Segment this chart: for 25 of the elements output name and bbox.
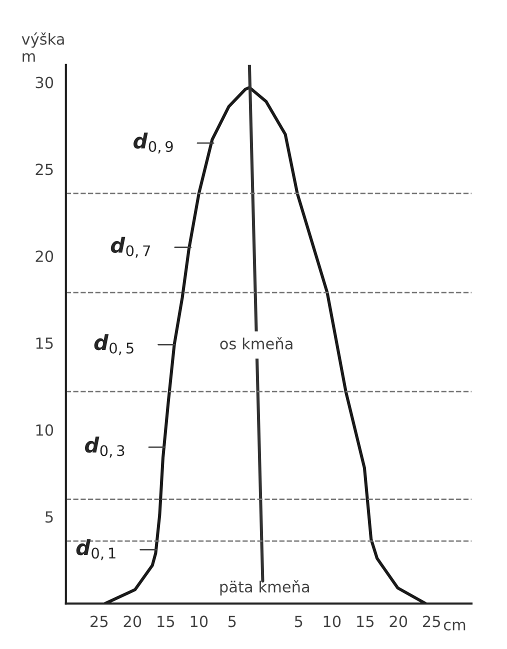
x-tick-label: 20: [124, 616, 142, 628]
annotation: d$_{0,3}$: [84, 436, 124, 458]
x-tick-label: 10: [324, 616, 341, 628]
annotation: d$_{0,9}$: [133, 132, 173, 154]
y-tick-label: 10: [36, 424, 54, 436]
y-tick-label: 15: [36, 338, 53, 349]
y-tick-label: 5: [46, 511, 53, 523]
x-tick-label: 20: [390, 616, 408, 628]
y-tick-label: 20: [36, 250, 54, 262]
annotation: os kmeňa: [220, 337, 292, 350]
annotation: d$_{0,5}$: [94, 334, 134, 356]
x-axis-title: cm: [444, 622, 466, 630]
x-tick-label: 15: [357, 616, 374, 628]
annotation: d$_{0,1}$: [76, 539, 116, 560]
x-tick-label: 5: [228, 616, 236, 628]
y-axis-title: výška m: [22, 32, 64, 62]
y-tick-label: 25: [36, 164, 53, 176]
x-tick-label: 25: [423, 616, 440, 628]
x-tick-label: 10: [190, 616, 208, 628]
x-tick-label: 5: [294, 616, 302, 628]
x-tick-label: 15: [158, 616, 174, 628]
annotation: päta kmeňa: [220, 580, 309, 596]
x-tick-label: 25: [90, 616, 108, 628]
y-tick-label: 30: [36, 76, 54, 88]
annotation: d$_{0,7}$: [110, 236, 150, 258]
